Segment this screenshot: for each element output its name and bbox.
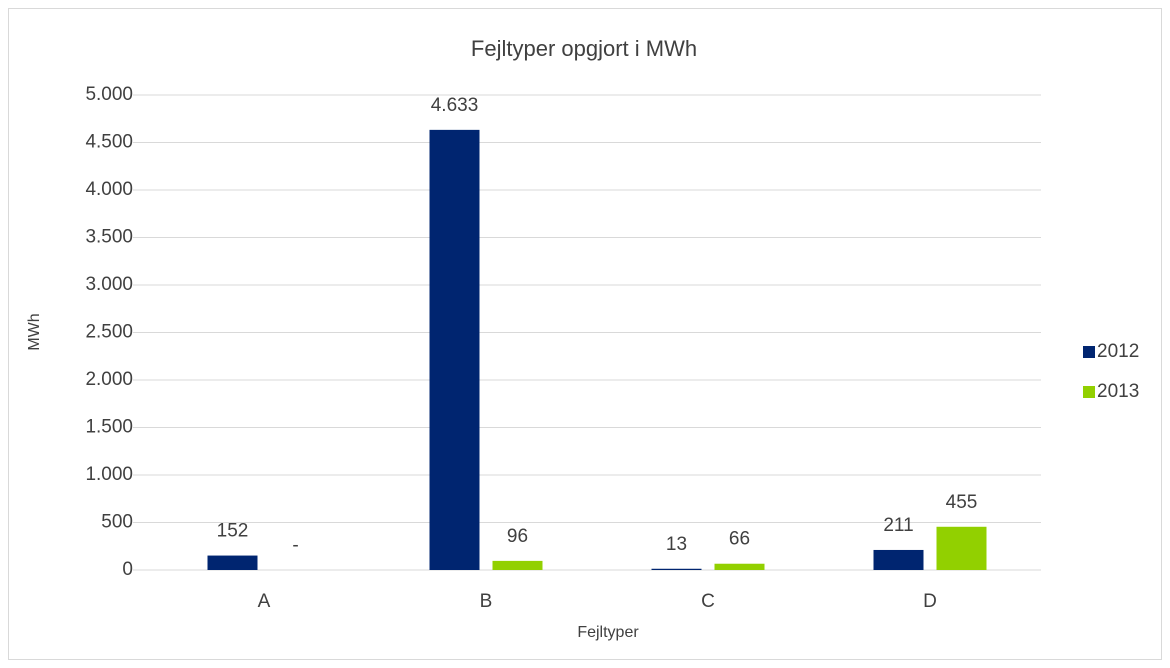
y-tick-label: 3.000 [85, 274, 133, 295]
value-label: 152 [217, 521, 249, 542]
x-tick-label: A [258, 591, 271, 612]
value-label: 455 [946, 492, 978, 513]
bar [936, 526, 987, 570]
value-label: 66 [729, 529, 750, 550]
y-tick-label: 5.000 [85, 84, 133, 105]
bar [651, 568, 702, 570]
y-tick-label: 4.500 [85, 132, 133, 153]
x-tick-label: C [701, 591, 715, 612]
value-label: 211 [883, 515, 913, 536]
bar [873, 549, 924, 570]
y-tick-label: 500 [101, 512, 133, 533]
legend-label: 2013 [1097, 381, 1139, 402]
y-tick-label: 2.000 [85, 369, 133, 390]
legend-swatch [1083, 346, 1095, 358]
y-tick-label: 0 [122, 559, 133, 580]
chart-border [8, 8, 1162, 660]
x-axis-label: Fejltyper [577, 624, 639, 641]
legend-label: 2012 [1097, 341, 1139, 362]
bar [207, 555, 258, 570]
value-label: 96 [507, 526, 528, 547]
y-tick-label: 4.000 [85, 179, 133, 200]
y-tick-label: 2.500 [85, 322, 133, 343]
y-tick-label: 1.500 [85, 417, 133, 438]
value-label: 13 [666, 534, 687, 555]
x-tick-label: D [923, 591, 937, 612]
y-tick-label: 3.500 [85, 227, 133, 248]
y-axis-label: MWh [26, 313, 43, 350]
value-label: 4.633 [431, 95, 479, 116]
y-tick-label: 1.000 [85, 464, 133, 485]
value-label: - [292, 535, 298, 556]
x-tick-label: B [480, 591, 493, 612]
legend-swatch [1083, 386, 1095, 398]
bar [492, 560, 543, 570]
bar [714, 563, 765, 570]
chart-title: Fejltyper opgjort i MWh [471, 36, 697, 61]
bar [429, 129, 480, 571]
